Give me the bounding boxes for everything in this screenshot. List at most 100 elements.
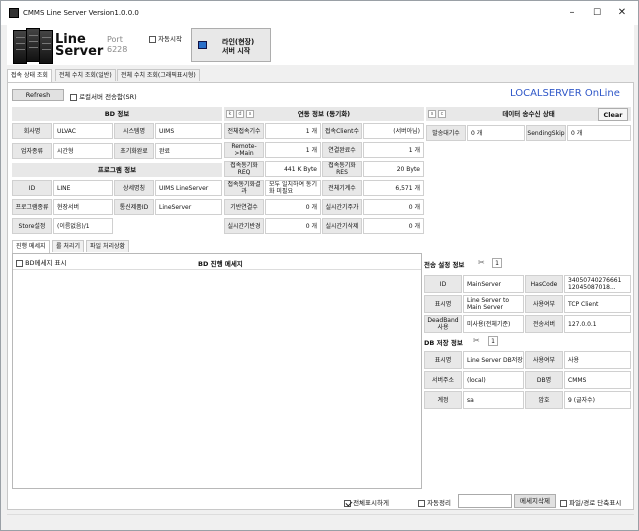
- send-key: DeadBand 사용: [424, 315, 462, 333]
- maximize-button[interactable]: ☐: [592, 8, 602, 18]
- app-icon: [9, 8, 19, 18]
- link-info-title: 연동 정보 (동기화): [224, 107, 424, 121]
- link-key: 연결완료수: [322, 142, 362, 158]
- window-title: CMMS Line Server Version1.0.0.0: [23, 9, 139, 17]
- link-value: 0 개: [363, 199, 424, 215]
- bd-key: 업자종류: [12, 143, 52, 159]
- send-value: TCP Client: [564, 295, 631, 313]
- bd-value: UIMS: [155, 123, 222, 139]
- bd-key: 회사명: [12, 123, 52, 139]
- link-key: 접속Client수: [322, 123, 362, 139]
- program-value: (이름없음)/1: [53, 218, 113, 234]
- settings-tools-icon[interactable]: ✂: [478, 258, 485, 267]
- autostart-checkbox[interactable]: 자동시작: [149, 33, 182, 43]
- send-value: 34050740276661 12045087018...: [564, 275, 631, 293]
- bd-value: 시간형: [53, 143, 113, 159]
- tab-progress-msg[interactable]: 진행 메세지: [12, 240, 50, 253]
- main-tabs: 접속 상태 조회 전체 수치 조회(일반) 전체 수치 조회(그래픽표시형): [7, 69, 634, 83]
- link-value: 0 개: [265, 199, 321, 215]
- tab-rule-processor[interactable]: 룰 처리기: [52, 240, 84, 252]
- program-key: 프로그램종류: [12, 199, 52, 215]
- online-banner: LOCALSERVER OnLine: [510, 88, 620, 99]
- bd-key: 시스템명: [114, 123, 154, 139]
- title-bar: CMMS Line Server Version1.0.0.0 – ☐ ✕: [1, 1, 638, 25]
- tab-all-graphic[interactable]: 전체 수치 조회(그래픽표시형): [117, 69, 200, 81]
- port-label: Port: [107, 35, 123, 44]
- program-key: ID: [12, 180, 52, 196]
- tab-content: Refresh 로컬서버 전송함(SR) LOCALSERVER OnLine …: [7, 82, 634, 510]
- link-key: 접속동기화REQ: [224, 161, 264, 177]
- tab-connection[interactable]: 접속 상태 조회: [7, 69, 52, 82]
- db-tools-icon[interactable]: ✂: [473, 336, 480, 345]
- program-key: 통신제품ID: [114, 199, 154, 215]
- send-value: MainServer: [463, 275, 524, 293]
- auto-clean-input[interactable]: [458, 494, 512, 508]
- db-key: DB명: [525, 371, 563, 389]
- file-path-checkbox[interactable]: 파일/경로 단축표시: [560, 497, 621, 507]
- db-key: 사용여부: [525, 351, 563, 369]
- link-value: 0 개: [265, 218, 321, 234]
- link-value: 모두 일치하여 동기화 미필요: [265, 180, 321, 196]
- send-key: 사용여부: [525, 295, 563, 313]
- data-c-button[interactable]: c: [438, 110, 446, 118]
- sub-tabs: 진행 메세지 룰 처리기 파일 처리상황: [12, 240, 262, 254]
- header-panel: Line Server Port 6228 자동시작 라인(현장) 서버 시작: [7, 25, 634, 65]
- message-panel: BD메세지 표시 BD 진행 메세지: [12, 253, 422, 489]
- link-key: 접속동기화RES: [322, 161, 362, 177]
- send-info-count[interactable]: 1: [492, 258, 502, 268]
- start-label-1: 라인(현장): [222, 38, 255, 46]
- link-key: 전체기계수: [322, 180, 362, 196]
- program-key: 상세명칭: [114, 180, 154, 196]
- link-key: 실시간기삭제: [322, 218, 362, 234]
- message-title: BD 진행 메세지: [198, 260, 243, 268]
- app-name-line2: Server: [55, 44, 104, 59]
- program-info-title: 프로그램 정보: [12, 163, 222, 177]
- link-d-button[interactable]: d: [236, 110, 244, 118]
- status-bar: [7, 514, 634, 526]
- link-value: 20 Byte: [363, 161, 424, 177]
- data-key: 발송대기수: [426, 125, 466, 141]
- all-show-checkbox[interactable]: 전체표시하게: [344, 497, 389, 507]
- message-delete-button[interactable]: 메세지삭제: [514, 494, 556, 508]
- server-rack-icon: [13, 27, 53, 64]
- send-value: Line Server to Main Server: [463, 295, 524, 313]
- link-k-button[interactable]: k: [226, 110, 234, 118]
- auto-clean-checkbox[interactable]: 자동정리: [418, 497, 451, 507]
- db-key: 표시명: [424, 351, 462, 369]
- minimize-button[interactable]: –: [569, 7, 575, 18]
- link-s-button[interactable]: s: [246, 110, 254, 118]
- bd-show-label: BD메세지 표시: [25, 259, 67, 267]
- send-value: 127.0.0.1: [564, 315, 631, 333]
- link-value: 1 개: [363, 142, 424, 158]
- local-send-checkbox[interactable]: 로컬서버 전송함(SR): [70, 91, 137, 101]
- data-s-button[interactable]: s: [428, 110, 436, 118]
- db-value: (local): [463, 371, 524, 389]
- program-value: LINE: [53, 180, 113, 196]
- bd-show-checkbox[interactable]: BD메세지 표시: [16, 257, 67, 267]
- link-key: 전체접속기수: [224, 123, 264, 139]
- port-value: 6228: [107, 45, 128, 54]
- app-name-line1: Line: [55, 32, 86, 47]
- bd-info-title: BD 정보: [12, 107, 222, 121]
- start-server-button[interactable]: 라인(현장) 서버 시작: [191, 28, 271, 62]
- db-info-title: DB 저장 정보: [424, 339, 463, 347]
- send-key: 표시명: [424, 295, 462, 313]
- db-info-count[interactable]: 1: [488, 336, 498, 346]
- local-send-label: 로컬서버 전송함(SR): [79, 93, 137, 101]
- link-key: Remote->Main: [224, 142, 264, 158]
- data-key: SendingSkip: [526, 125, 566, 141]
- program-key: Store설정: [12, 218, 52, 234]
- link-value: (서버아님): [363, 123, 424, 139]
- tab-all-general[interactable]: 전체 수치 조회(일반): [55, 69, 116, 81]
- db-value: 9 (글자수): [564, 391, 631, 409]
- link-value: 1 개: [265, 142, 321, 158]
- link-value: 441 K Byte: [265, 161, 321, 177]
- data-value: 0 개: [467, 125, 525, 141]
- refresh-button[interactable]: Refresh: [12, 89, 64, 101]
- bd-value: ULVAC: [53, 123, 113, 139]
- clear-button[interactable]: Clear: [598, 108, 628, 121]
- link-key: 기반연결수: [224, 199, 264, 215]
- tab-file-status[interactable]: 파일 처리상황: [86, 240, 130, 252]
- close-button[interactable]: ✕: [617, 7, 627, 18]
